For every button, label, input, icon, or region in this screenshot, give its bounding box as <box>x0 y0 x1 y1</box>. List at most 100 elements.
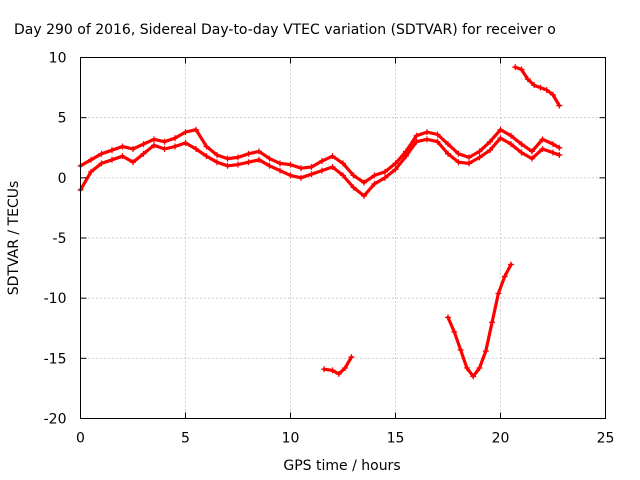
data-point-marker <box>413 138 420 145</box>
data-point-marker <box>161 138 168 145</box>
data-point-marker <box>529 148 535 155</box>
y-tick-label: -10 <box>44 291 67 307</box>
data-point-marker <box>392 166 399 173</box>
data-point-marker <box>531 82 538 89</box>
data-point-marker <box>518 149 525 156</box>
data-point-marker <box>245 159 252 166</box>
data-point-marker <box>451 328 458 335</box>
data-point-marker <box>434 138 441 145</box>
data-point-marker <box>308 171 315 178</box>
data-point-marker <box>335 370 342 377</box>
data-point-marker <box>361 192 367 199</box>
data-point-marker <box>130 145 136 152</box>
data-point-marker <box>151 142 157 149</box>
data-point-marker <box>350 184 357 191</box>
y-tick-label: 5 <box>58 111 67 127</box>
tick-labels: 0 5 10 15 20 25 10 5 0 -5 -10 -15 -20 <box>44 51 615 447</box>
data-point-marker <box>193 145 199 152</box>
data-point-marker <box>140 150 147 157</box>
data-point-marker <box>235 161 241 168</box>
data-point-marker <box>497 135 504 142</box>
x-tick-label: 10 <box>282 431 300 447</box>
data-point-marker <box>512 64 519 71</box>
data-point-marker <box>457 346 464 353</box>
y-tick-label: -15 <box>44 351 67 367</box>
data-point-marker <box>203 143 210 150</box>
data-point-marker <box>361 179 367 186</box>
data-point-marker <box>319 157 325 164</box>
data-point-marker <box>445 314 451 321</box>
series-line-5 <box>513 65 561 108</box>
data-point-marker <box>518 141 525 148</box>
data-point-marker <box>487 147 493 154</box>
series-layer <box>77 64 563 380</box>
data-point-marker <box>119 143 126 150</box>
data-point-marker <box>476 148 483 155</box>
data-point-marker <box>88 156 94 163</box>
data-point-marker <box>445 150 451 157</box>
data-point-marker <box>455 159 462 166</box>
data-point-marker <box>403 153 409 160</box>
data-point-marker <box>245 150 252 157</box>
data-point-marker <box>214 151 220 158</box>
data-point-marker <box>476 364 483 371</box>
x-tick-label: 25 <box>597 431 615 447</box>
data-point-marker <box>182 129 189 136</box>
data-point-marker <box>392 160 399 167</box>
data-point-marker <box>342 364 349 371</box>
x-axis-label: GPS time / hours <box>283 458 400 474</box>
data-point-marker <box>501 273 508 280</box>
data-point-marker <box>445 141 451 148</box>
series-line-2 <box>78 136 561 198</box>
y-tick-label: -20 <box>44 412 67 428</box>
data-point-marker <box>287 161 294 168</box>
data-point-marker <box>203 153 210 160</box>
data-point-marker <box>556 102 563 109</box>
data-point-marker <box>256 148 262 155</box>
data-point-marker <box>371 180 378 187</box>
data-point-marker <box>348 354 355 361</box>
x-tick-label: 5 <box>181 431 190 447</box>
data-point-marker <box>98 160 105 167</box>
data-point-marker <box>543 86 550 93</box>
data-point-marker <box>489 319 496 326</box>
data-point-marker <box>140 141 147 148</box>
data-point-marker <box>182 139 189 146</box>
data-point-marker <box>463 364 470 371</box>
series-line-3 <box>322 355 353 376</box>
data-point-marker <box>424 129 430 136</box>
data-point-marker <box>193 126 199 133</box>
y-axis-label: SDTVAR / TECUs <box>6 181 22 296</box>
data-point-marker <box>266 155 273 162</box>
data-point-marker <box>350 172 357 179</box>
data-point-marker <box>539 136 546 143</box>
data-point-marker <box>518 66 525 73</box>
data-point-marker <box>466 160 472 167</box>
data-point-marker <box>529 155 535 162</box>
data-point-marker <box>98 150 105 157</box>
data-point-marker <box>224 155 231 162</box>
data-point-marker <box>161 145 168 152</box>
grid <box>80 57 606 419</box>
data-point-marker <box>524 76 531 83</box>
data-point-marker <box>321 366 328 373</box>
data-point-marker <box>424 136 430 143</box>
data-point-marker <box>109 147 115 154</box>
data-point-marker <box>266 162 273 169</box>
data-point-marker <box>88 168 94 175</box>
data-point-marker <box>329 164 336 171</box>
data-point-marker <box>508 141 514 148</box>
data-point-marker <box>224 162 231 169</box>
data-point-marker <box>287 172 294 179</box>
data-point-marker <box>172 135 178 142</box>
y-tick-label: -5 <box>53 231 67 247</box>
data-point-marker <box>508 261 514 268</box>
data-point-marker <box>470 373 477 380</box>
data-point-marker <box>109 156 115 163</box>
data-point-marker <box>550 149 556 156</box>
data-point-marker <box>455 150 462 157</box>
data-point-marker <box>298 165 304 172</box>
data-point-marker <box>508 132 514 139</box>
x-tick-label: 20 <box>492 431 510 447</box>
